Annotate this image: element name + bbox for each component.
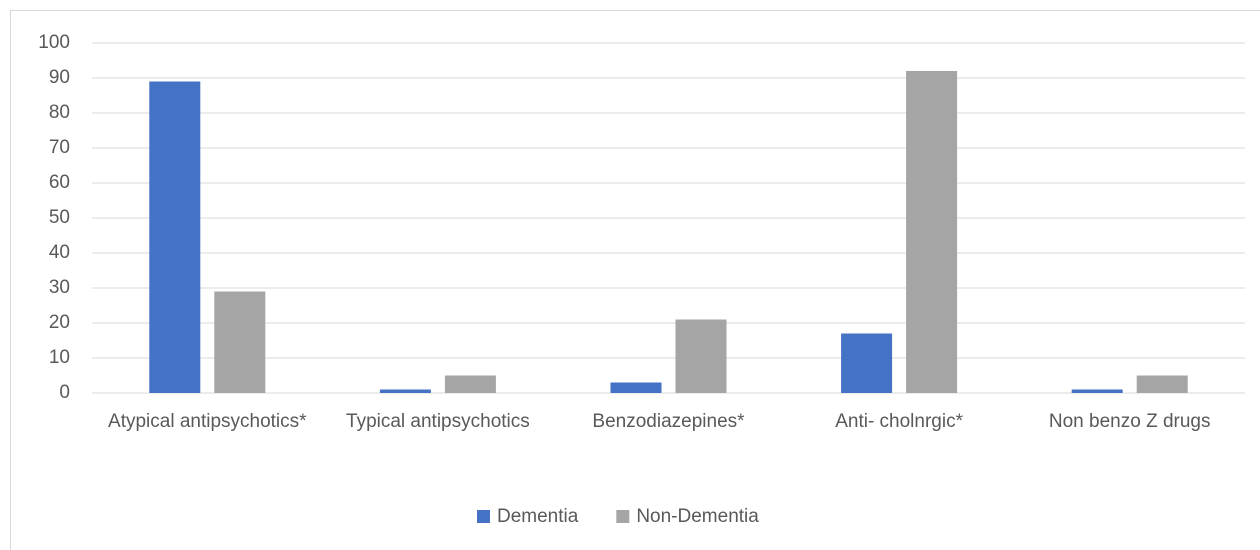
x-tick-label: Atypical antipsychotics* (108, 411, 307, 432)
legend-label: Non-Dementia (636, 506, 759, 527)
y-tick-label: 70 (49, 137, 70, 158)
bar (149, 81, 201, 393)
x-tick-label: Non benzo Z drugs (1048, 411, 1211, 432)
x-tick-label: Anti- cholnrgic* (835, 411, 963, 432)
legend-label: Dementia (497, 506, 579, 527)
bar (906, 71, 958, 393)
y-tick-label: 50 (49, 207, 70, 228)
y-tick-label: 30 (49, 277, 70, 298)
y-tick-label: 100 (38, 32, 70, 53)
bar (610, 382, 662, 393)
y-tick-label: 80 (49, 102, 70, 123)
legend-swatch (616, 510, 630, 523)
y-tick-label: 60 (49, 172, 70, 193)
bar (1071, 389, 1123, 393)
bar (214, 291, 266, 393)
bar (841, 333, 893, 393)
y-tick-label: 20 (49, 312, 70, 333)
y-tick-label: 10 (49, 347, 70, 368)
x-tick-label: Typical antipsychotics (346, 411, 530, 432)
bar (1136, 375, 1188, 393)
y-tick-label: 40 (49, 242, 70, 263)
bar (444, 375, 496, 393)
x-tick-label: Benzodiazepines* (592, 411, 745, 432)
legend-swatch (477, 510, 490, 523)
chart-frame (10, 10, 1260, 550)
bar (675, 319, 727, 393)
y-tick-label: 90 (49, 67, 70, 88)
bar (379, 389, 431, 393)
y-tick-label: 0 (59, 382, 70, 403)
